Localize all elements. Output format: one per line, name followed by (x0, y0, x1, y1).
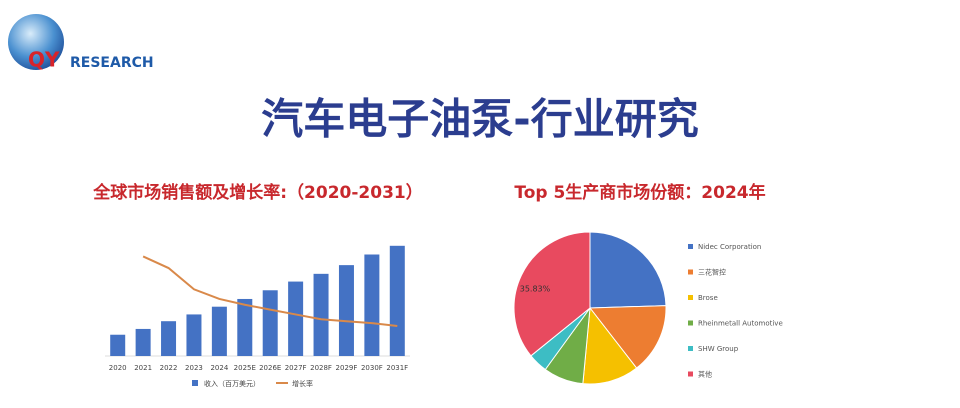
line (142, 255, 398, 328)
logo-globe (8, 14, 64, 70)
x-tick-label: 2024 (210, 364, 228, 372)
x-tick-label: 2026E (259, 364, 281, 372)
logo-prefix: QY (28, 48, 60, 72)
legend-swatch (688, 295, 693, 300)
legend-label: Nidec Corporation (698, 243, 761, 251)
legend-label: 收入（百万美元） (204, 379, 260, 388)
chart-title: 全球市场销售额及增长率:（2020-2031） (92, 182, 422, 203)
bar (135, 328, 151, 356)
bar (338, 265, 354, 356)
chart-title: Top 5生产商市场份额：2024年 (514, 182, 765, 203)
x-tick-label: 2025E (234, 364, 256, 372)
x-tick-label: 2020 (109, 364, 127, 372)
bar (313, 273, 329, 356)
legend-swatch (688, 269, 693, 275)
legend-swatch (688, 346, 693, 351)
bar (211, 306, 227, 356)
legend-swatch (688, 371, 693, 377)
legend-label: Rheinmetall Automotive (698, 320, 783, 328)
pie-slice (589, 305, 667, 369)
bar (389, 245, 405, 356)
legend-label: 三花智控 (698, 268, 726, 277)
bar (262, 290, 278, 356)
legend-swatch (688, 320, 693, 326)
pie-slice (513, 231, 591, 357)
x-tick-label: 2028F (310, 364, 332, 372)
bar (186, 314, 202, 356)
logo-suffix: RESEARCH (70, 55, 154, 71)
x-tick-label: 2023 (185, 364, 203, 372)
legend-label: SHW Group (698, 345, 739, 353)
data-label: 35.83% (520, 285, 551, 294)
legend-label: 其他 (698, 370, 712, 379)
legend-label: 增长率 (292, 379, 313, 388)
bar (161, 321, 177, 356)
legend-swatch (192, 380, 198, 386)
legend-label: Brose (698, 294, 718, 302)
main-title: 汽车电子油泵-行业研究 (261, 95, 698, 144)
bar (110, 334, 126, 356)
legend-swatch (688, 244, 693, 249)
x-tick-label: 2029F (336, 364, 358, 372)
bar (288, 281, 304, 356)
bar (364, 254, 380, 356)
x-tick-label: 2021 (134, 364, 152, 372)
x-tick-label: 2027F (285, 364, 307, 372)
x-tick-label: 2031F (386, 364, 408, 372)
x-tick-label: 2030F (361, 364, 383, 372)
bar (237, 298, 253, 356)
pie-slice (589, 231, 667, 309)
x-tick-label: 2022 (160, 364, 178, 372)
